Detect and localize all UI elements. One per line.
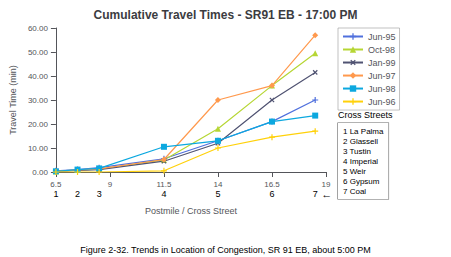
svg-text:6: 6 [269, 189, 274, 199]
svg-text:Figure 2-32. Trends in Locatio: Figure 2-32. Trends in Location of Conge… [80, 245, 371, 255]
svg-text:2 Glassell: 2 Glassell [343, 137, 378, 146]
svg-text:Cumulative Travel Times - SR91: Cumulative Travel Times - SR91 EB - 17:0… [94, 8, 358, 22]
svg-text:16.5: 16.5 [264, 180, 280, 189]
svg-text:Cross Streets: Cross Streets [338, 110, 393, 120]
svg-text:60.00: 60.00 [28, 24, 49, 33]
svg-text:14: 14 [214, 180, 223, 189]
svg-text:←: ← [321, 188, 332, 200]
svg-text:Jun-98: Jun-98 [368, 84, 396, 94]
svg-text:7: 7 [313, 189, 318, 199]
svg-text:10.00: 10.00 [28, 144, 49, 153]
svg-text:5 Weir: 5 Weir [343, 167, 366, 176]
svg-text:Jan-99: Jan-99 [368, 58, 396, 68]
svg-text:3 Tustin: 3 Tustin [343, 147, 371, 156]
svg-text:Jun-95: Jun-95 [368, 32, 396, 42]
svg-text:5: 5 [215, 189, 220, 199]
svg-text:1: 1 [53, 189, 58, 199]
svg-text:2: 2 [75, 189, 80, 199]
svg-text:19: 19 [322, 180, 331, 189]
svg-text:0.00: 0.00 [32, 168, 48, 177]
svg-text:Travel Time (min): Travel Time (min) [8, 65, 18, 135]
svg-text:20.00: 20.00 [28, 120, 49, 129]
svg-text:1 La Palma: 1 La Palma [343, 127, 384, 136]
svg-text:40.00: 40.00 [28, 72, 49, 81]
svg-text:Oct-98: Oct-98 [368, 45, 395, 55]
svg-text:4: 4 [161, 189, 166, 199]
svg-text:6.5: 6.5 [50, 180, 62, 189]
svg-text:Jun-96: Jun-96 [368, 97, 396, 107]
svg-text:6 Gypsum: 6 Gypsum [343, 177, 380, 186]
svg-text:Jun-97: Jun-97 [368, 71, 396, 81]
svg-text:50.00: 50.00 [28, 48, 49, 57]
svg-text:3: 3 [97, 189, 102, 199]
svg-text:11.5: 11.5 [156, 180, 172, 189]
svg-text:4 Imperial: 4 Imperial [343, 157, 378, 166]
svg-text:30.00: 30.00 [28, 96, 49, 105]
svg-text:Postmile / Cross Street: Postmile / Cross Street [145, 206, 238, 216]
svg-text:7 Coal: 7 Coal [343, 187, 366, 196]
svg-text:9: 9 [108, 180, 113, 189]
